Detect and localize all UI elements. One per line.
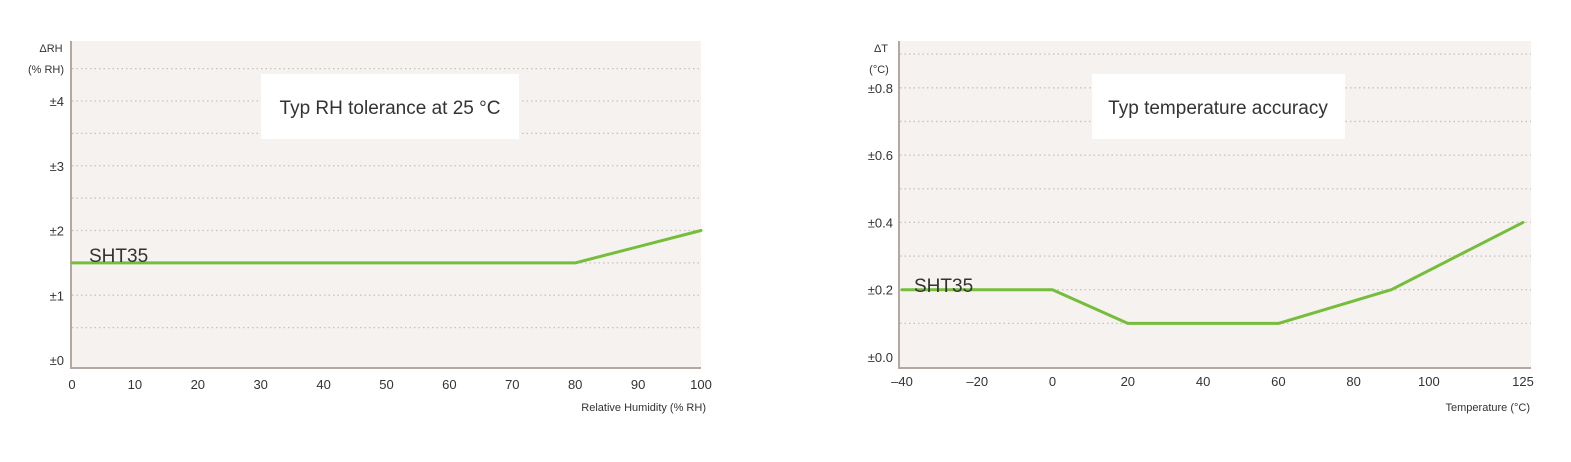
x-tick-label: 80 [568,377,582,392]
chart-title-box [1092,74,1345,139]
x-tick-label: 10 [128,377,142,392]
x-tick-label: 90 [631,377,645,392]
x-tick-label: 40 [1196,374,1210,389]
x-tick-label: 125 [1512,374,1534,389]
y-tick-label: ±1 [50,288,64,303]
x-tick-label: 70 [505,377,519,392]
y-tick-label: ±3 [50,159,64,174]
x-tick-labels: –40 –20 0 20 40 60 80 100 125 [891,374,1534,389]
x-tick-label: 80 [1346,374,1360,389]
y-axis-label-line2: (% RH) [28,64,64,76]
y-tick-label: ±0.8 [868,81,893,96]
x-tick-label: 60 [1271,374,1285,389]
x-tick-label: 40 [316,377,330,392]
x-tick-label: 60 [442,377,456,392]
y-tick-label: ±0.4 [868,215,893,230]
y-tick-label: ±2 [50,224,64,239]
y-tick-label: ±0.0 [868,350,893,365]
chart-title: Typ temperature accuracy [1108,98,1328,119]
x-tick-labels: 0 10 20 30 40 50 60 70 80 90 100 [68,377,711,392]
x-tick-label: –20 [966,374,988,389]
x-tick-label: 0 [1049,374,1056,389]
y-tick-labels: ±0 ±1 ±2 ±3 ±4 [50,94,64,368]
y-tick-labels: ±0.0 ±0.2 ±0.4 ±0.6 ±0.8 [868,81,893,365]
x-axis-label: Temperature (°C) [1446,402,1530,414]
y-axis-label-line1: ΔRH [39,43,62,55]
chart-title-box [261,74,519,139]
y-axis-label-line2: (°C) [869,64,889,76]
x-axis-label: Relative Humidity (% RH) [581,402,706,414]
rh-tolerance-chart: ±0 ±1 ±2 ±3 ±4 0 10 20 30 40 50 60 70 80 90 100 ΔRH (%… [28,41,712,414]
y-tick-label: ±0 [50,353,64,368]
x-tick-label: 50 [379,377,393,392]
x-tick-label: 0 [68,377,75,392]
y-tick-label: ±0.2 [868,283,893,298]
y-tick-label: ±0.6 [868,148,893,163]
x-tick-label: 20 [191,377,205,392]
temperature-accuracy-chart: ±0.0 ±0.2 ±0.4 ±0.6 ±0.8 –40 –20 0 20 40 60 80 100 1… [868,41,1534,414]
x-tick-label: 100 [690,377,712,392]
y-axis-label-line1: ΔT [874,43,888,55]
x-tick-label: 100 [1418,374,1440,389]
series-line-sht35 [70,229,703,265]
chart-title: Typ RH tolerance at 25 °C [280,98,501,119]
series-label-sht35: SHT35 [89,246,148,267]
series-label-sht35: SHT35 [914,276,973,297]
x-tick-label: 20 [1121,374,1135,389]
x-tick-label: 30 [253,377,267,392]
x-tick-label: –40 [891,374,913,389]
series-line-sht35 [900,220,1525,325]
y-tick-label: ±4 [50,94,64,109]
